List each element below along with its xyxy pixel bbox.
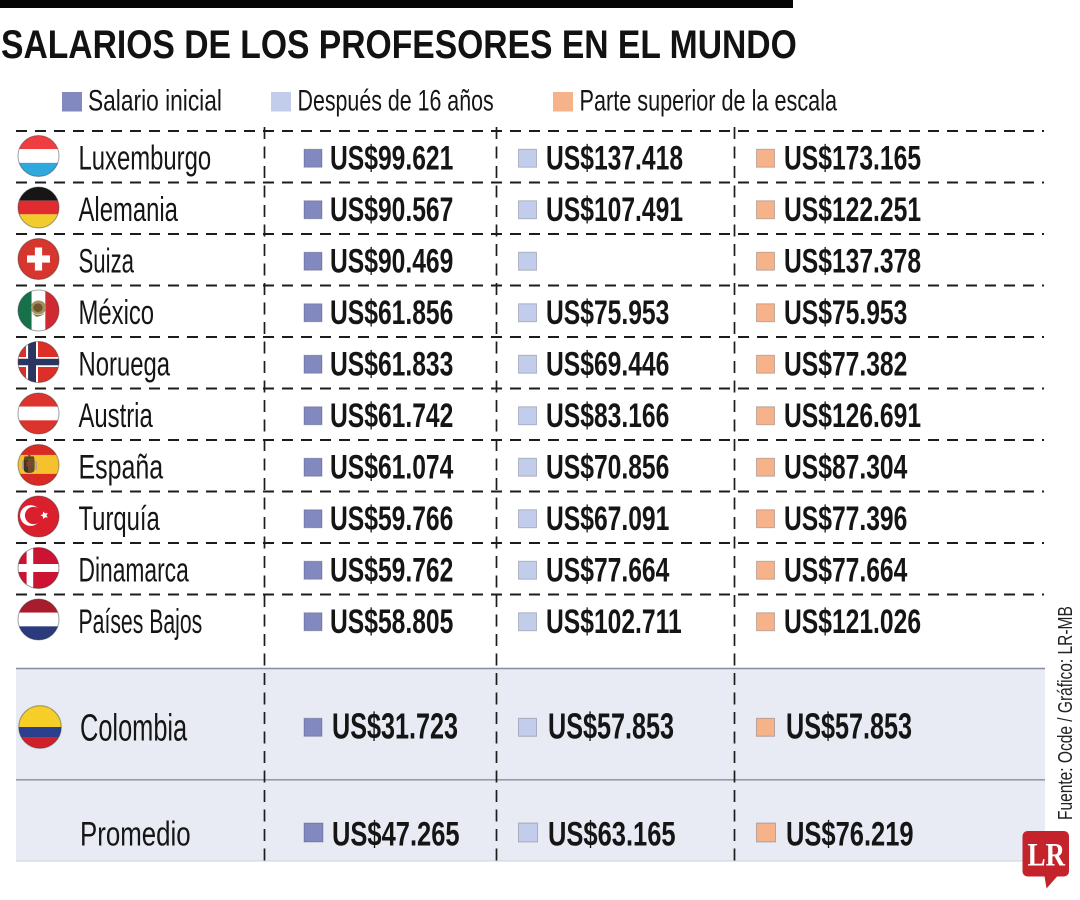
svg-text:US$61.742: US$61.742 [330, 397, 453, 435]
svg-text:US$76.219: US$76.219 [786, 816, 914, 853]
svg-text:US$59.766: US$59.766 [330, 500, 453, 538]
svg-text:Parte superior de la escala: Parte superior de la escala [580, 83, 838, 117]
svg-text:SALARIOS DE LOS PROFESORES EN: SALARIOS DE LOS PROFESORES EN EL MUNDO [1, 22, 797, 66]
svg-text:US$90.567: US$90.567 [330, 191, 453, 229]
svg-text:US$57.853: US$57.853 [786, 706, 912, 747]
svg-text:US$77.664: US$77.664 [546, 551, 670, 589]
svg-text:US$59.762: US$59.762 [330, 551, 453, 589]
svg-text:US$67.091: US$67.091 [546, 500, 669, 538]
svg-text:US$61.833: US$61.833 [330, 345, 453, 383]
svg-text:Suiza: Suiza [79, 243, 135, 281]
svg-text:US$102.711: US$102.711 [546, 603, 682, 641]
svg-text:Promedio: Promedio [80, 816, 191, 853]
svg-text:US$122.251: US$122.251 [784, 191, 921, 229]
svg-text:US$77.382: US$77.382 [784, 345, 907, 383]
svg-text:US$58.805: US$58.805 [330, 603, 453, 641]
svg-text:US$107.491: US$107.491 [546, 191, 683, 229]
svg-text:US$69.446: US$69.446 [546, 345, 669, 383]
svg-text:Fuente: Ocde / Gráfico: LR-MB: Fuente: Ocde / Gráfico: LR-MB [1054, 606, 1076, 820]
svg-text:US$77.396: US$77.396 [784, 500, 907, 538]
svg-text:US$90.469: US$90.469 [330, 242, 453, 280]
svg-text:US$31.723: US$31.723 [332, 706, 458, 747]
svg-text:Noruega: Noruega [79, 345, 171, 383]
svg-text:US$121.026: US$121.026 [784, 603, 921, 641]
svg-text:US$137.378: US$137.378 [784, 242, 921, 280]
svg-text:US$47.265: US$47.265 [332, 816, 460, 853]
svg-text:Dinamarca: Dinamarca [79, 552, 190, 590]
svg-text:US$77.664: US$77.664 [784, 551, 908, 589]
svg-text:US$61.074: US$61.074 [330, 448, 454, 486]
svg-text:US$87.304: US$87.304 [784, 448, 908, 486]
svg-text:Austria: Austria [79, 397, 154, 435]
svg-text:LR: LR [1028, 836, 1067, 873]
svg-text:US$57.853: US$57.853 [548, 706, 674, 747]
svg-text:Salario inicial: Salario inicial [88, 83, 222, 117]
svg-text:Luxemburgo: Luxemburgo [79, 139, 212, 177]
svg-text:US$173.165: US$173.165 [784, 139, 921, 177]
svg-text:Alemania: Alemania [79, 191, 179, 229]
svg-text:US$75.953: US$75.953 [784, 294, 907, 332]
svg-text:Turquía: Turquía [79, 500, 161, 538]
svg-text:US$70.856: US$70.856 [546, 448, 669, 486]
svg-text:US$75.953: US$75.953 [546, 294, 669, 332]
svg-text:US$63.165: US$63.165 [548, 816, 676, 853]
svg-text:Países Bajos: Países Bajos [79, 603, 203, 641]
svg-text:US$126.691: US$126.691 [784, 397, 921, 435]
svg-text:España: España [79, 449, 164, 487]
svg-text:Colombia: Colombia [80, 706, 187, 748]
svg-text:US$61.856: US$61.856 [330, 294, 453, 332]
svg-text:México: México [79, 294, 155, 332]
svg-text:US$83.166: US$83.166 [546, 397, 669, 435]
svg-text:US$137.418: US$137.418 [546, 139, 683, 177]
svg-text:Después de 16 años: Después de 16 años [298, 83, 494, 118]
svg-text:US$99.621: US$99.621 [330, 139, 453, 177]
